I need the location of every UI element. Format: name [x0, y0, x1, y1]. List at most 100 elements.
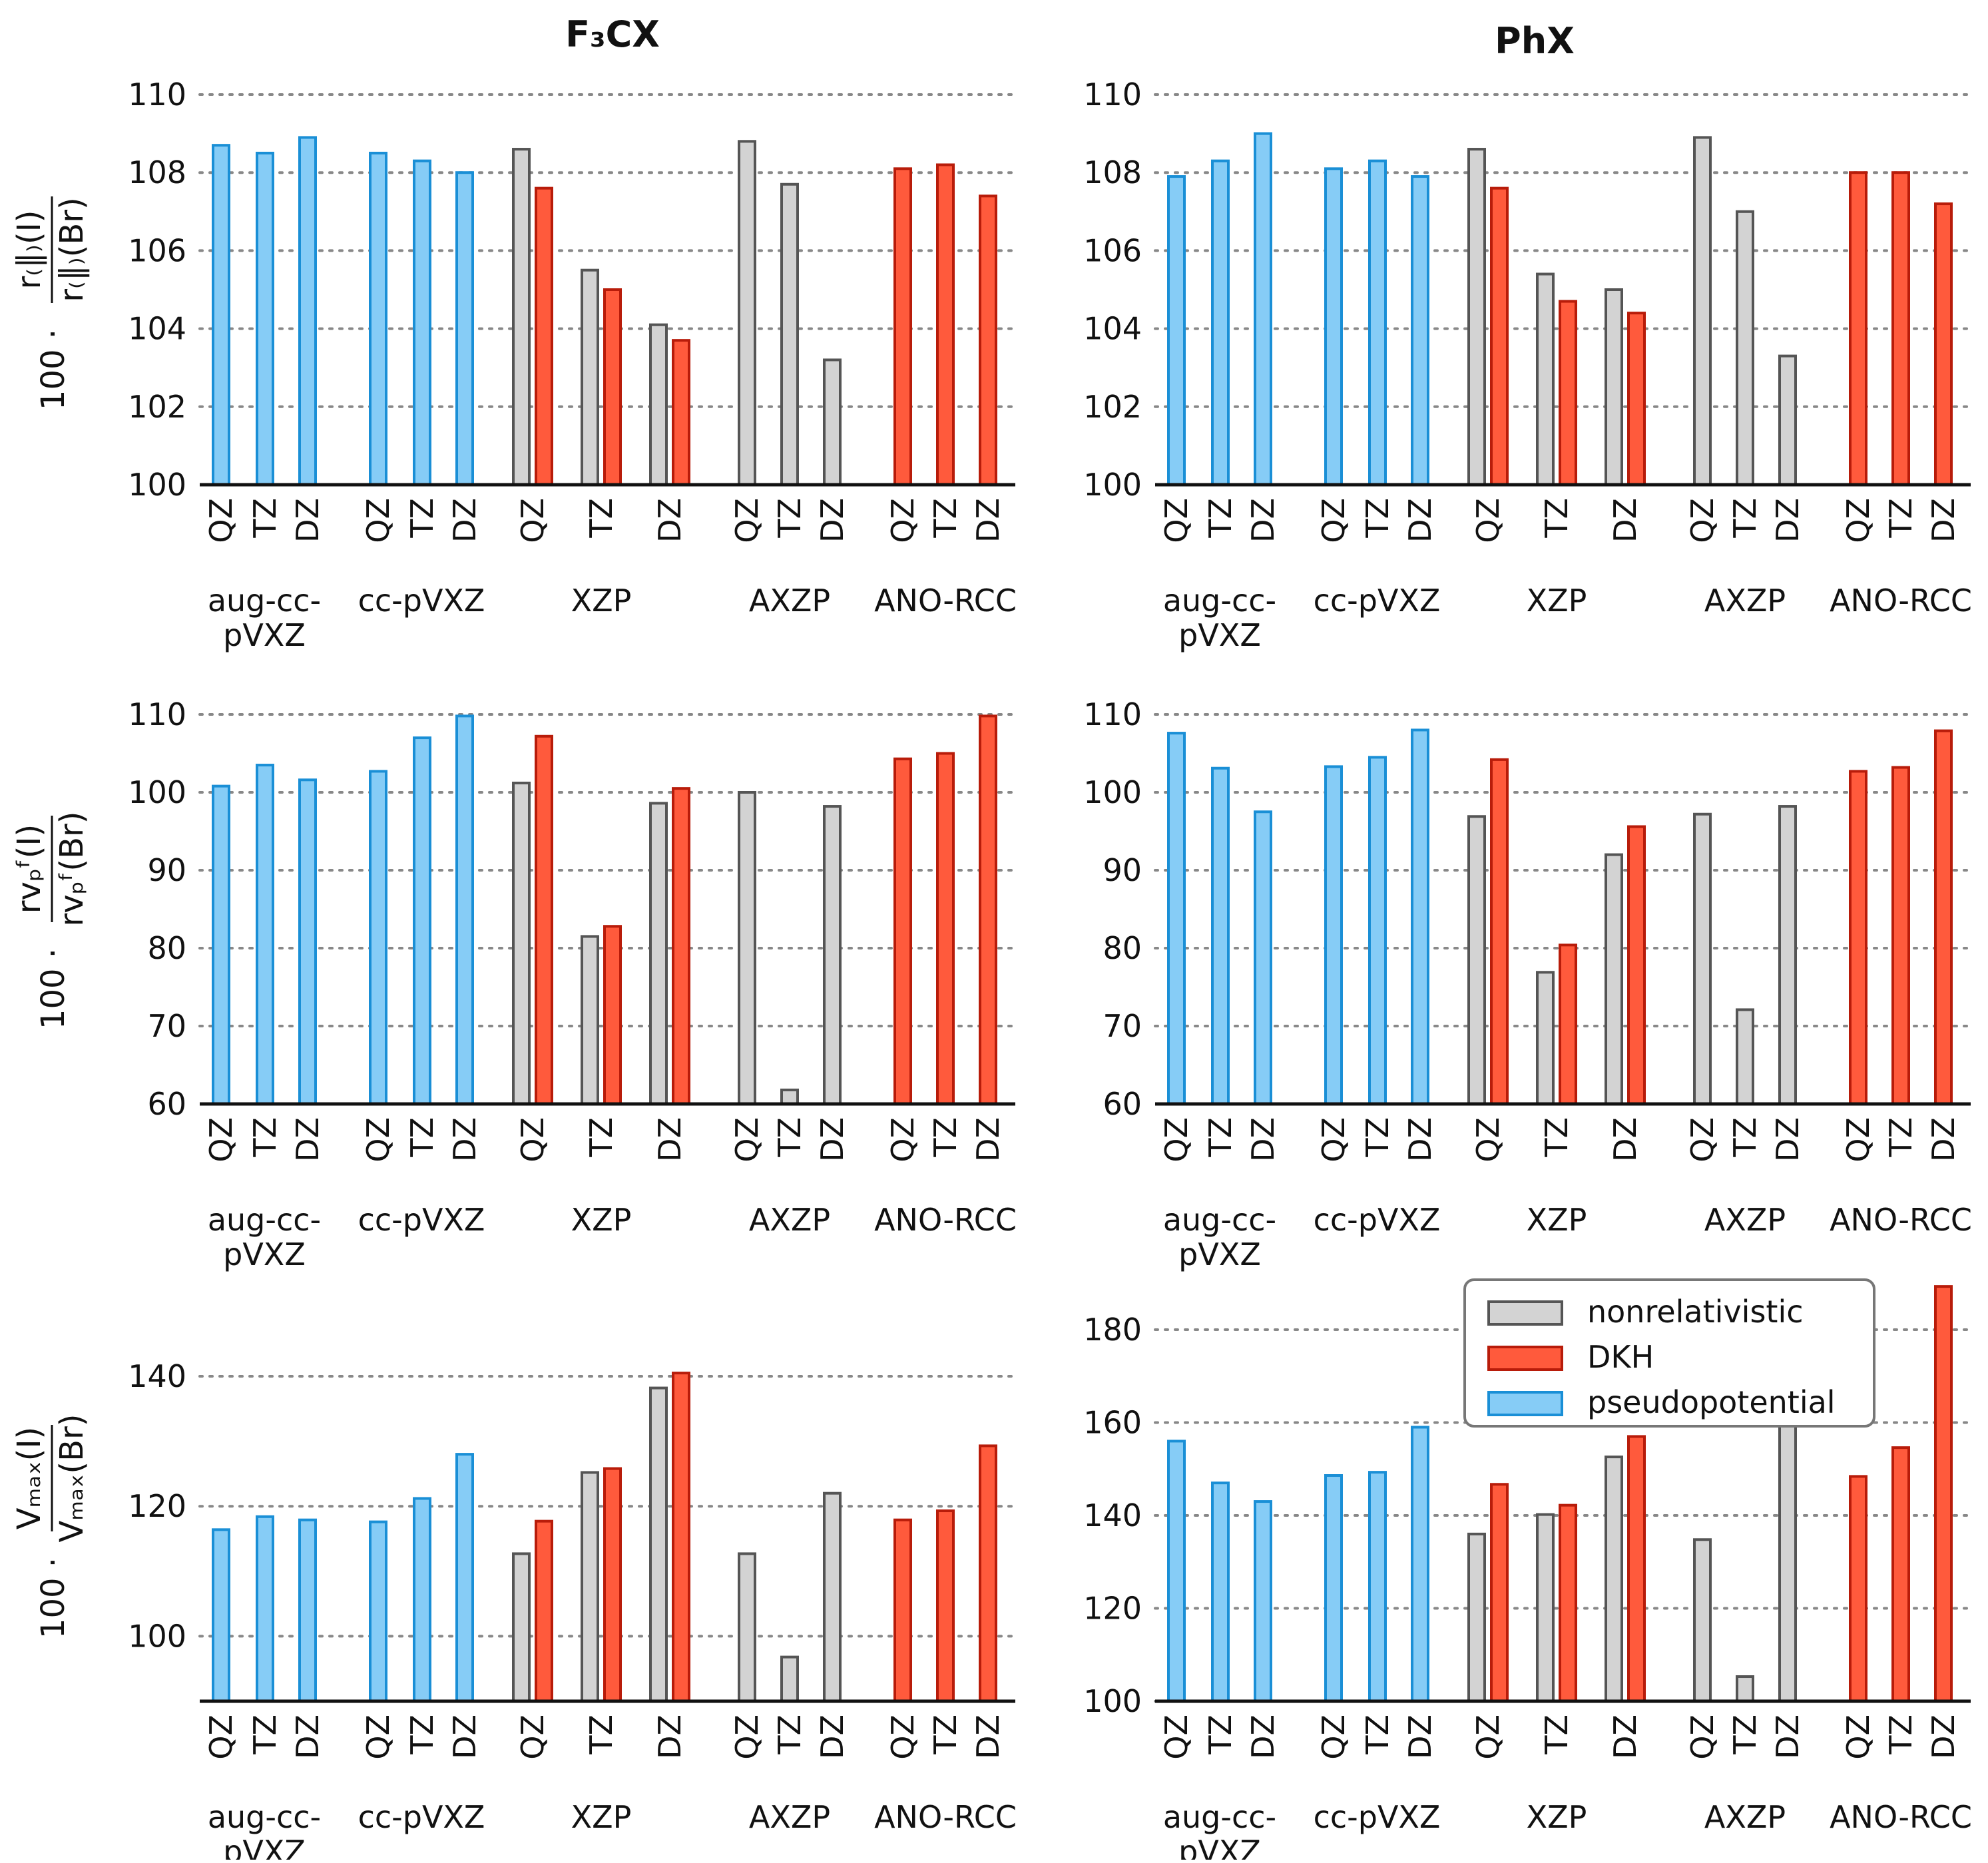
- bar-nonrel: [1536, 1513, 1555, 1703]
- bar-nonrel: [780, 1088, 799, 1105]
- x-tick-label: QZ: [1840, 498, 1876, 543]
- x-tick-label: QZ: [515, 1715, 551, 1760]
- x-tick-label: DZ: [1245, 1715, 1281, 1759]
- y-tick-label: 180: [1083, 1312, 1142, 1348]
- bar-dkh: [672, 787, 690, 1106]
- y-tick-label: 100: [128, 467, 186, 503]
- bar-dkh: [1849, 1475, 1867, 1703]
- x-tick-label: DZ: [1402, 1715, 1438, 1759]
- bar-nonrel: [738, 140, 756, 486]
- x-tick-label: DZ: [970, 1117, 1006, 1162]
- bar-pp: [1254, 132, 1272, 487]
- legend-swatch: [1487, 1391, 1563, 1416]
- bar-pp: [1167, 175, 1186, 486]
- y-label-prefix: 100 ·: [35, 329, 72, 410]
- bar-nonrel: [823, 805, 842, 1106]
- bar-nonrel: [780, 1655, 799, 1703]
- bar-dkh: [1934, 729, 1953, 1105]
- x-tick-label: TZ: [1360, 1117, 1395, 1158]
- x-tick-label: QZ: [1684, 1117, 1720, 1163]
- y-tick-label: 100: [1083, 467, 1142, 503]
- y-tick-label: 80: [147, 930, 186, 966]
- y-tick-label: 120: [1083, 1591, 1142, 1627]
- bar-pp: [1167, 1440, 1186, 1703]
- x-tick-label: DZ: [814, 1715, 850, 1759]
- group-label: XZP: [1527, 1202, 1587, 1238]
- bar-dkh: [893, 757, 912, 1105]
- y-axis-label: 100 · Vₘₐₓ(I) Vₘₐₓ(Br): [11, 1414, 91, 1639]
- x-tick-label: QZ: [885, 1117, 921, 1163]
- x-tick-label: QZ: [1316, 498, 1352, 543]
- x-tick-label: TZ: [404, 498, 440, 539]
- x-tick-label: TZ: [247, 1117, 283, 1158]
- x-tick-label: DZ: [1245, 498, 1281, 543]
- bar-nonrel: [1536, 971, 1555, 1106]
- bar-nonrel: [738, 791, 756, 1105]
- y-tick-label: 106: [1083, 232, 1142, 268]
- bar-nonrel: [1693, 136, 1712, 486]
- bar-dkh: [535, 1519, 553, 1703]
- bar-pp: [455, 714, 474, 1105]
- bar-pp: [369, 1520, 387, 1703]
- y-label-numerator: rvₚᶠ(I): [11, 824, 48, 914]
- bar-dkh: [603, 1467, 622, 1703]
- y-label-prefix: 100 ·: [35, 948, 72, 1029]
- group-label: cc-pVXZ: [1314, 1202, 1441, 1238]
- group-label: ANO-RCC: [1830, 1799, 1972, 1835]
- y-tick-label: 106: [128, 232, 186, 268]
- x-tick-label: QZ: [729, 1715, 765, 1760]
- x-tick-label: DZ: [447, 1715, 483, 1759]
- bar-pp: [1324, 1474, 1343, 1703]
- x-tick-label: TZ: [1727, 1117, 1763, 1158]
- legend-label: DKH: [1587, 1339, 1654, 1375]
- x-tick-label: TZ: [1202, 1715, 1238, 1755]
- x-tick-label: QZ: [885, 498, 921, 543]
- bar-nonrel: [1693, 812, 1712, 1105]
- bar-pp: [413, 159, 431, 486]
- bar-pp: [1211, 766, 1230, 1105]
- y-tick-label: 102: [128, 389, 186, 425]
- legend-box: [1463, 1278, 1875, 1428]
- x-tick-label: QZ: [1840, 1117, 1876, 1163]
- x-tick-label: QZ: [360, 1117, 396, 1163]
- bar-pp: [1324, 167, 1343, 486]
- x-tick-label: DZ: [814, 498, 850, 543]
- x-tick-label: DZ: [814, 1117, 850, 1162]
- bar-nonrel: [1467, 815, 1486, 1106]
- y-tick-label: 140: [128, 1358, 186, 1394]
- x-tick-label: QZ: [1684, 1715, 1720, 1760]
- bar-dkh: [1490, 1483, 1509, 1703]
- x-tick-label: DZ: [290, 1715, 326, 1759]
- x-tick-label: QZ: [1840, 1715, 1876, 1760]
- x-tick-label: DZ: [1607, 498, 1643, 543]
- legend-label: pseudopotential: [1587, 1384, 1836, 1420]
- y-tick-label: 100: [128, 774, 186, 810]
- bar-pp: [1254, 810, 1272, 1105]
- bar-nonrel: [1736, 210, 1754, 486]
- x-tick-label: QZ: [203, 1117, 239, 1163]
- bar-pp: [455, 1453, 474, 1703]
- bar-pp: [1167, 732, 1186, 1105]
- y-tick-label: 102: [1083, 389, 1142, 425]
- x-tick-label: TZ: [583, 1715, 619, 1755]
- group-label: aug-cc-: [1163, 1202, 1276, 1238]
- bar-nonrel: [1536, 272, 1555, 486]
- x-tick-label: TZ: [1727, 1715, 1763, 1755]
- y-label-denominator: r₍∥₎(Br): [53, 197, 91, 302]
- x-tick-label: QZ: [1158, 1117, 1194, 1163]
- x-tick-label: QZ: [1158, 1715, 1194, 1760]
- group-label: pVXZ: [1178, 1236, 1261, 1272]
- bar-pp: [1368, 1471, 1387, 1703]
- x-tick-label: DZ: [1770, 498, 1806, 543]
- x-tick-label: TZ: [927, 498, 963, 539]
- bar-nonrel: [1693, 1538, 1712, 1703]
- bar-dkh: [1934, 202, 1953, 486]
- group-label: aug-cc-: [208, 583, 321, 619]
- y-tick-label: 90: [147, 852, 186, 888]
- bar-pp: [212, 144, 230, 486]
